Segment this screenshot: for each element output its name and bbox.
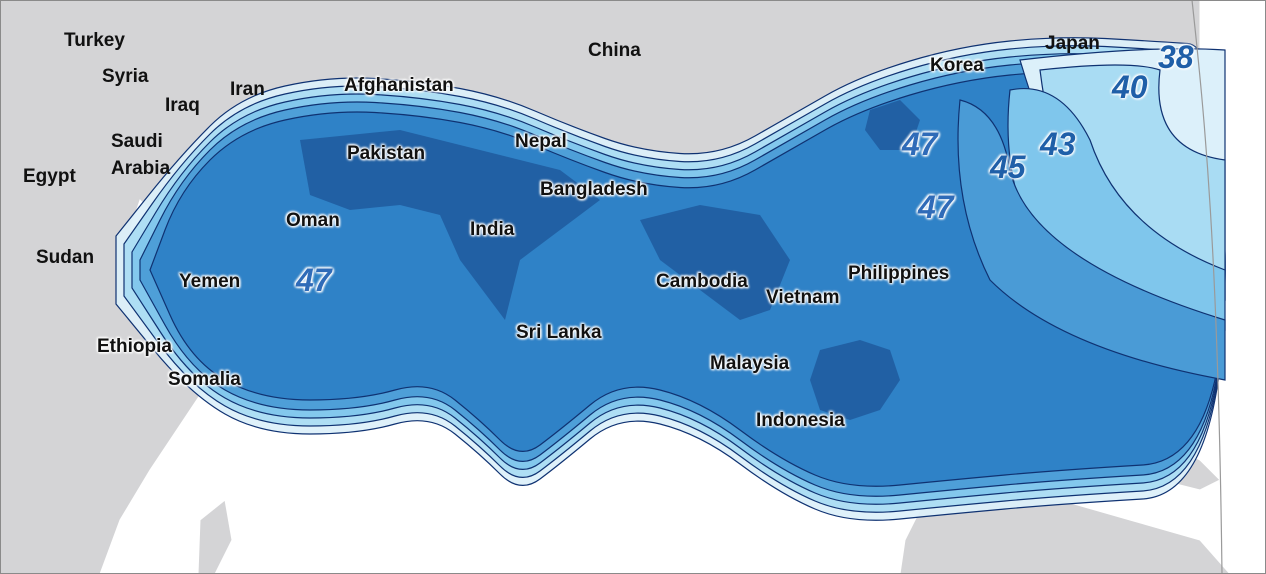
country-label-syria: Syria bbox=[102, 66, 149, 87]
landmass-madagascar bbox=[197, 499, 233, 574]
pacific-45 bbox=[957, 99, 1226, 381]
country-label-yemen: Yemen bbox=[179, 271, 241, 292]
country-label-arabia: Arabia bbox=[111, 158, 171, 179]
contour-label-c40: 40 bbox=[1112, 69, 1148, 105]
contour-label-c47-arabian-sea: 47 bbox=[296, 262, 332, 298]
country-label-nepal: Nepal bbox=[515, 131, 567, 152]
country-label-indonesia: Indonesia bbox=[756, 410, 845, 431]
country-label-oman: Oman bbox=[286, 210, 340, 231]
country-label-india: India bbox=[470, 219, 515, 240]
country-label-ethiopia: Ethiopia bbox=[97, 336, 172, 357]
country-label-vietnam: Vietnam bbox=[766, 287, 840, 308]
peak-korea bbox=[865, 100, 920, 150]
country-label-afghanistan: Afghanistan bbox=[344, 75, 454, 96]
country-label-iraq: Iraq bbox=[165, 95, 200, 116]
country-label-saudi: Saudi bbox=[111, 131, 163, 152]
contour-label-c45: 45 bbox=[990, 149, 1026, 185]
country-label-cambodia: Cambodia bbox=[656, 271, 748, 292]
country-label-sudan: Sudan bbox=[36, 247, 95, 268]
contour-label-c38: 38 bbox=[1158, 39, 1194, 75]
country-label-somalia: Somalia bbox=[168, 369, 241, 390]
country-label-philippines: Philippines bbox=[848, 263, 950, 284]
projection-edge bbox=[1191, 0, 1223, 574]
country-label-korea: Korea bbox=[930, 55, 984, 76]
country-label-pakistan: Pakistan bbox=[347, 143, 426, 164]
country-label-china: China bbox=[588, 40, 641, 61]
peak-borneo bbox=[810, 340, 900, 420]
peak-indochina bbox=[640, 205, 790, 320]
peak-layer bbox=[300, 100, 920, 420]
country-label-sri-lanka: Sri Lanka bbox=[516, 322, 602, 343]
peak-india bbox=[300, 130, 600, 320]
contour-label-c43: 43 bbox=[1040, 126, 1076, 162]
contour-label-c47-korea: 47 bbox=[902, 126, 938, 162]
country-label-turkey: Turkey bbox=[64, 30, 125, 51]
country-label-bangladesh: Bangladesh bbox=[540, 179, 648, 200]
country-label-iran: Iran bbox=[230, 79, 265, 100]
country-label-egypt: Egypt bbox=[23, 166, 76, 187]
country-label-malaysia: Malaysia bbox=[710, 353, 790, 374]
contour-label-c47-east: 47 bbox=[918, 189, 954, 225]
country-label-japan: Japan bbox=[1045, 33, 1100, 54]
